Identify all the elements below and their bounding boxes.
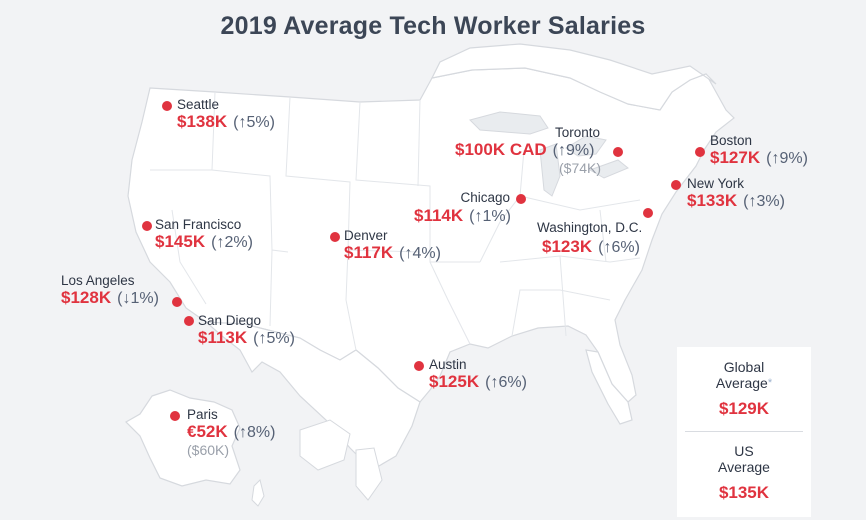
corsica [251, 479, 265, 507]
france-landmass [125, 389, 241, 487]
city-marker [414, 361, 424, 371]
great-lakes [469, 111, 629, 197]
city-change: (↑3%) [743, 193, 785, 210]
us-average-value: $135K [718, 483, 770, 502]
us-average: US Average $135K [677, 443, 811, 503]
city-change: (↑2%) [211, 234, 253, 251]
city-name: Chicago [460, 190, 510, 205]
city-salary: $113K [198, 328, 248, 347]
city-salary: $145K [155, 232, 206, 251]
city-change: (↑4%) [399, 245, 441, 262]
global-average-label-1: Global [723, 359, 765, 375]
mexico-landmass [204, 321, 421, 471]
city-marker [170, 411, 180, 421]
europe-neighbours [299, 419, 383, 501]
city-name: Los Angeles [61, 273, 135, 288]
city-change: (↑5%) [253, 330, 295, 347]
city-marker [671, 180, 681, 190]
city-marker [695, 147, 705, 157]
city-salary: $125K [429, 372, 480, 391]
city-salary: $128K [61, 288, 112, 307]
city-name: Toronto [555, 125, 601, 140]
city-change: (↑6%) [598, 239, 640, 256]
city-salary: $123K [542, 237, 593, 256]
us-average-label-1: US [734, 443, 754, 459]
city-salary: $127K [710, 148, 761, 167]
global-average-value: $129K [718, 399, 770, 418]
city-marker [330, 232, 340, 242]
city-salary: $100K CAD [455, 140, 547, 159]
city-marker [643, 208, 653, 218]
city-name: Paris [187, 407, 218, 422]
global-average: Global Average* $129K [677, 359, 811, 419]
page-title: 2019 Average Tech Worker Salaries [220, 12, 646, 40]
city-change: (↑6%) [485, 374, 527, 391]
florida [585, 349, 633, 425]
city-marker [142, 221, 152, 231]
city-marker [162, 101, 172, 111]
city-name: Boston [710, 133, 753, 148]
city-change: (↑1%) [469, 208, 511, 225]
city-salary: $114K [414, 206, 464, 225]
city-change: (↑9%) [766, 150, 808, 167]
city-name: San Diego [198, 313, 262, 328]
city-salary: €52K [187, 422, 228, 441]
city-marker [184, 316, 194, 326]
averages-panel: Global Average* $129K US Average $135K [677, 347, 811, 517]
state-borders [150, 91, 641, 351]
city-change: (↑9%) [552, 142, 595, 159]
city-marker [516, 194, 526, 204]
city-name: Denver [344, 228, 388, 243]
city-change: (↓1%) [117, 290, 159, 307]
city-salary: $138K [177, 112, 228, 131]
city-name: Washington, D.C. [537, 220, 643, 235]
city-marker [172, 297, 182, 307]
us-average-label-2: Average [718, 459, 770, 475]
city-local-usd: ($74K) [559, 160, 602, 176]
city-name: Seattle [177, 97, 220, 112]
city-salary: $133K [687, 191, 738, 210]
divider [685, 431, 803, 432]
global-average-label-2: Average [715, 375, 768, 391]
city-change: (↑8%) [233, 424, 276, 441]
city-name: Austin [429, 357, 467, 372]
city-change: (↑5%) [233, 114, 275, 131]
city-name: New York [687, 176, 745, 191]
city-name: San Francisco [155, 217, 242, 232]
city-salary: $117K [344, 243, 394, 262]
footnote-marker: * [767, 377, 773, 389]
city-local-usd: ($60K) [187, 442, 230, 458]
canada-landmass [430, 43, 717, 111]
city-marker [613, 147, 623, 157]
